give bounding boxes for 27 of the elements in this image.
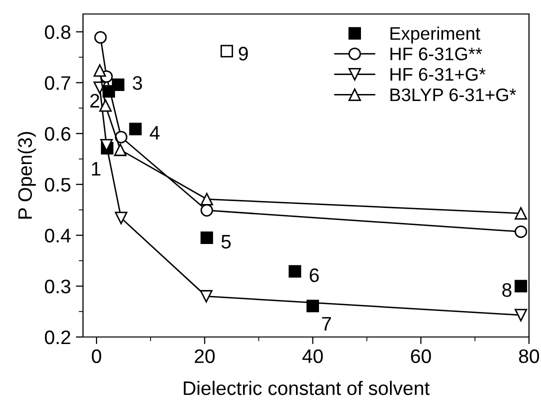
y-tick-label: 0.5: [44, 178, 70, 192]
x-tick-label: 80: [519, 349, 540, 364]
annotation: 1: [92, 162, 100, 176]
annotation: 8: [502, 283, 512, 297]
y-tick-label: 0.7: [44, 76, 70, 90]
annotation: 9: [238, 46, 248, 61]
x-tick-label: 20: [194, 349, 215, 364]
y-tick-label: 0.6: [44, 127, 70, 141]
annotation: 3: [132, 76, 142, 90]
annotation: 6: [310, 268, 319, 282]
legend-label: HF 6-31G**: [390, 48, 482, 60]
x-tick-label: 40: [302, 349, 323, 364]
x-tick-label: 60: [411, 349, 431, 364]
annotation: 4: [150, 126, 160, 140]
legend-label: B3LYP 6-31+G*: [390, 88, 516, 102]
y-tick-label: 0.4: [44, 228, 71, 243]
y-tick-label: 0.2: [44, 330, 70, 344]
annotation: 5: [221, 235, 231, 249]
x-tick-label: 0: [92, 349, 102, 364]
y-tick-label: 0.3: [44, 280, 70, 294]
y-tick-label: 0.8: [44, 25, 70, 40]
annotation: 7: [322, 317, 331, 330]
annotation: 2: [90, 94, 100, 108]
legend-label: Experiment: [390, 26, 480, 44]
legend-label: HF 6-31+G*: [390, 68, 486, 81]
x-axis-title: Dielectric constant of solvent: [184, 380, 430, 396]
y-axis-title: P Open(3): [18, 132, 36, 219]
